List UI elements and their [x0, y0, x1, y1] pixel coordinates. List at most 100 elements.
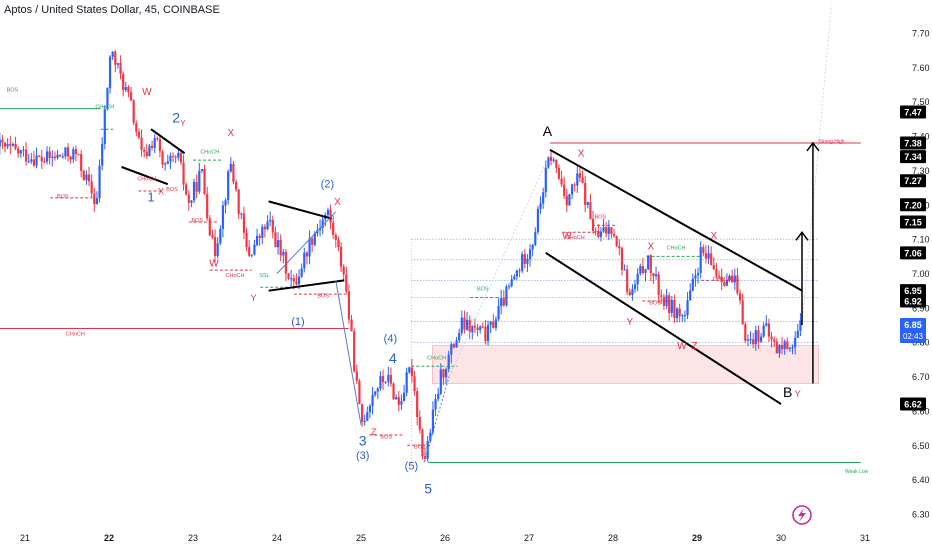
structure-label: SSL [259, 273, 269, 279]
x-tick-label: 31 [860, 533, 870, 543]
candle-down [392, 383, 395, 400]
y-tick-label: 7.30 [912, 166, 930, 176]
candle-up [164, 163, 167, 165]
y-tick-label: 6.60 [912, 406, 930, 416]
candle-up [400, 401, 403, 405]
target-arrow-head [806, 141, 820, 152]
candle-down [442, 369, 445, 378]
x-tick-label: 28 [608, 533, 618, 543]
candle-down [211, 235, 214, 238]
candle-up [384, 381, 387, 383]
wave-label: W [562, 231, 572, 242]
candle-up [216, 243, 219, 256]
candle-down [615, 236, 618, 246]
candle-up [460, 317, 463, 333]
candle-down [715, 269, 718, 276]
candle-up [30, 159, 33, 162]
y-tick-label: 6.70 [912, 372, 930, 382]
candle-up [686, 300, 689, 316]
candle-up [675, 308, 679, 319]
candle-up [148, 145, 151, 157]
price-tag [900, 136, 926, 150]
candle-down [80, 154, 83, 171]
candle-up [733, 275, 736, 283]
candle-up [749, 339, 752, 341]
wave-path [423, 376, 450, 463]
demand-zone-rect [432, 345, 820, 384]
candle-up [198, 170, 201, 192]
candle-down [757, 330, 760, 342]
lightning-icon-bolt [798, 508, 806, 522]
wave-label: X [334, 197, 341, 208]
candle-up [447, 354, 450, 370]
candle-down [258, 235, 261, 238]
price-tag [900, 397, 926, 411]
time-axis: 21 22 23 24 25 26 27 28 29 30 31 [20, 533, 870, 543]
wave-label: Y [180, 119, 186, 128]
x-tick-label: 27 [524, 533, 534, 543]
wave-label: (4) [384, 333, 397, 345]
x-tick-label: 21 [20, 533, 30, 543]
structure-label: BOS [414, 445, 426, 451]
candle-up [221, 205, 225, 229]
candle-down [557, 167, 561, 179]
candle-down [208, 218, 211, 236]
candle-down [295, 281, 298, 285]
candle-down [657, 274, 660, 296]
candle-up [689, 290, 692, 301]
candle-up [570, 184, 574, 195]
candle-down [355, 371, 358, 381]
candle-down [237, 189, 240, 214]
candle-down [473, 325, 477, 328]
structure-label: CHoCH [667, 245, 686, 251]
wave-label: (2) [321, 179, 334, 191]
candle-up [505, 286, 508, 306]
structure-label: BOS [595, 215, 607, 221]
candle-up [282, 251, 285, 256]
wave-label: Z [371, 427, 377, 437]
candle-down [342, 266, 345, 275]
candle-down [127, 86, 130, 93]
wave-label: (3) [356, 450, 369, 462]
candle-down [605, 227, 608, 234]
candle-up [255, 235, 259, 245]
candle-up [116, 63, 120, 65]
wave-label: X [710, 231, 717, 242]
wave-path [335, 280, 362, 425]
candle-up [106, 88, 109, 110]
candle-down [234, 181, 238, 190]
candle-down [652, 273, 655, 277]
x-tick-label: 23 [188, 533, 198, 543]
candle-down [731, 275, 734, 283]
candle-down [775, 341, 778, 354]
candle-up [190, 200, 193, 203]
candle-up [765, 323, 768, 326]
candle-down [476, 327, 479, 331]
structure-label: CHoCH [200, 149, 219, 155]
candle-down [678, 308, 681, 316]
candle-up [644, 269, 647, 273]
candle-down [24, 149, 28, 162]
candle-down [780, 345, 784, 350]
candle-down [573, 184, 576, 186]
candle-down [77, 154, 80, 156]
candle-down [492, 321, 495, 328]
candle-up [796, 330, 799, 338]
candle-up [552, 159, 555, 161]
wave-label: W [209, 259, 219, 270]
candle-down [279, 240, 282, 256]
candle-up [11, 143, 15, 146]
x-tick-label: 26 [440, 533, 450, 543]
candle-down [74, 149, 78, 155]
candle-down [389, 374, 393, 384]
candle-down [350, 319, 353, 332]
price-tag [900, 215, 926, 229]
candle-up [276, 240, 280, 248]
structure-label: BOS [477, 287, 489, 293]
price-tag [900, 150, 926, 164]
structure-label: BOS [380, 434, 392, 440]
x-tick-label: 25 [356, 533, 366, 543]
candle-down [292, 278, 295, 282]
candle-down [171, 155, 175, 157]
